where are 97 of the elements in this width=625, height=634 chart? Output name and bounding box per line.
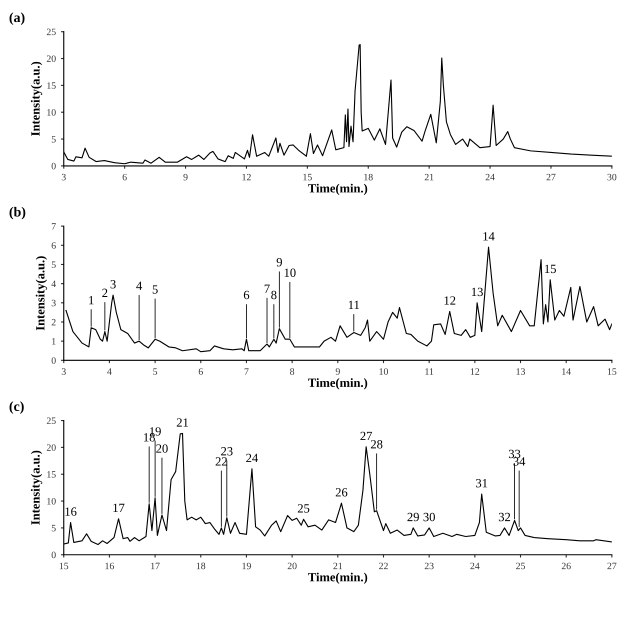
y-tick-label: 5 <box>52 524 56 532</box>
x-tick-label: 4 <box>107 368 112 375</box>
y-tick-label: 4 <box>51 280 56 288</box>
annotation: 12 <box>444 296 456 305</box>
annotation: 30 <box>424 512 435 522</box>
annotation: 21 <box>176 418 188 427</box>
x-tick-label: 21 <box>424 174 434 180</box>
y-tick-label: 5 <box>52 136 56 143</box>
y-tick-label: 0 <box>52 357 56 364</box>
chart-title: (c) <box>10 401 24 414</box>
x-tick-label: 27 <box>607 562 616 570</box>
x-tick-label: 25 <box>516 562 525 570</box>
annotation: 6 <box>244 290 250 300</box>
x-tick-label: 24 <box>470 562 480 570</box>
annotation: 10 <box>284 268 296 277</box>
y-tick-label: 7 <box>52 223 56 230</box>
annotation: 11 <box>348 300 360 310</box>
x-tick-label: 23 <box>424 562 434 570</box>
x-tick-label: 3 <box>62 368 66 375</box>
x-tick-label: 9 <box>183 174 188 180</box>
annotation: 31 <box>476 478 488 488</box>
x-tick-label: 15 <box>60 562 68 570</box>
annotation: 9 <box>276 258 282 266</box>
x-tick-label: 6 <box>198 368 203 375</box>
x-tick-label: 15 <box>303 174 312 180</box>
annotation: 17 <box>113 504 124 512</box>
annotation: 14 <box>483 232 495 240</box>
x-axis-title: Time(min.) <box>308 378 368 390</box>
y-tick-label: 10 <box>47 498 56 505</box>
x-tick-label: 8 <box>290 368 294 375</box>
annotation: 13 <box>472 288 483 296</box>
x-tick-label: 7 <box>244 368 249 375</box>
annotation: 25 <box>298 504 310 513</box>
y-tick-label: 2 <box>52 318 56 326</box>
x-tick-label: 12 <box>470 368 480 375</box>
annotation: 15 <box>545 264 556 274</box>
x-tick-label: 30 <box>607 174 616 180</box>
annotation: 29 <box>407 512 419 522</box>
annotation: 27 <box>360 432 372 440</box>
x-tick-label: 9 <box>336 368 340 375</box>
y-tick-label: 5 <box>52 261 56 268</box>
annotation: 20 <box>156 444 168 453</box>
x-tick-label: 27 <box>546 174 556 180</box>
x-tick-label: 19 <box>242 562 251 570</box>
annotation: 32 <box>498 512 510 522</box>
y-tick-label: 20 <box>46 444 56 451</box>
x-tick-label: 10 <box>379 368 388 375</box>
chart-title: (a) <box>10 12 25 25</box>
annotation: 28 <box>370 440 382 448</box>
x-axis-title: Time(min.) <box>308 572 368 584</box>
annotation: 4 <box>136 282 142 290</box>
y-tick-label: 1 <box>52 338 56 345</box>
x-tick-label: 26 <box>562 562 571 570</box>
y-tick-label: 15 <box>47 82 56 89</box>
x-tick-label: 3 <box>62 174 66 180</box>
y-tick-label: 0 <box>52 162 56 170</box>
annotation: 1 <box>89 296 94 304</box>
annotation: 22 <box>216 457 227 466</box>
x-tick-label: 22 <box>379 562 388 570</box>
x-tick-label: 17 <box>151 562 160 570</box>
x-tick-label: 21 <box>333 562 342 570</box>
annotation: 34 <box>514 457 526 466</box>
y-tick-label: 3 <box>52 300 56 306</box>
y-axis-title: Intensity(a.u.) <box>30 450 42 525</box>
y-tick-label: 25 <box>46 417 56 424</box>
y-tick-label: 20 <box>46 55 56 62</box>
annotation: 2 <box>102 288 108 297</box>
x-tick-label: 12 <box>242 174 251 180</box>
x-tick-label: 15 <box>608 368 616 375</box>
x-tick-label: 16 <box>105 562 114 570</box>
y-tick-label: 10 <box>47 109 56 116</box>
y-tick-label: 6 <box>52 242 56 249</box>
y-tick-label: 25 <box>46 28 56 36</box>
y-tick-label: 0 <box>52 552 56 558</box>
x-tick-label: 11 <box>425 368 434 375</box>
annotation: 16 <box>65 507 76 516</box>
x-tick-label: 18 <box>364 174 373 180</box>
x-tick-label: 14 <box>562 368 571 375</box>
x-tick-label: 13 <box>516 368 525 375</box>
chart-title: (b) <box>10 206 26 220</box>
y-axis-title: Intensity(a.u.) <box>30 62 42 136</box>
annotation: 33 <box>508 450 520 458</box>
x-tick-label: 24 <box>486 174 495 180</box>
y-tick-label: 15 <box>47 471 56 478</box>
x-tick-label: 20 <box>288 562 297 570</box>
annotation: 7 <box>264 284 270 293</box>
y-axis-title: Intensity(a.u.) <box>36 256 48 330</box>
annotation: 3 <box>110 280 116 288</box>
x-axis-title: Time(min.) <box>308 184 368 196</box>
annotation: 8 <box>271 290 277 300</box>
x-tick-label: 5 <box>153 368 158 375</box>
annotation: 26 <box>336 488 348 497</box>
x-tick-label: 6 <box>122 174 127 180</box>
annotation: 5 <box>152 285 158 294</box>
annotation: 23 <box>221 447 233 456</box>
x-tick-label: 18 <box>196 562 206 570</box>
annotation: 24 <box>246 454 258 462</box>
